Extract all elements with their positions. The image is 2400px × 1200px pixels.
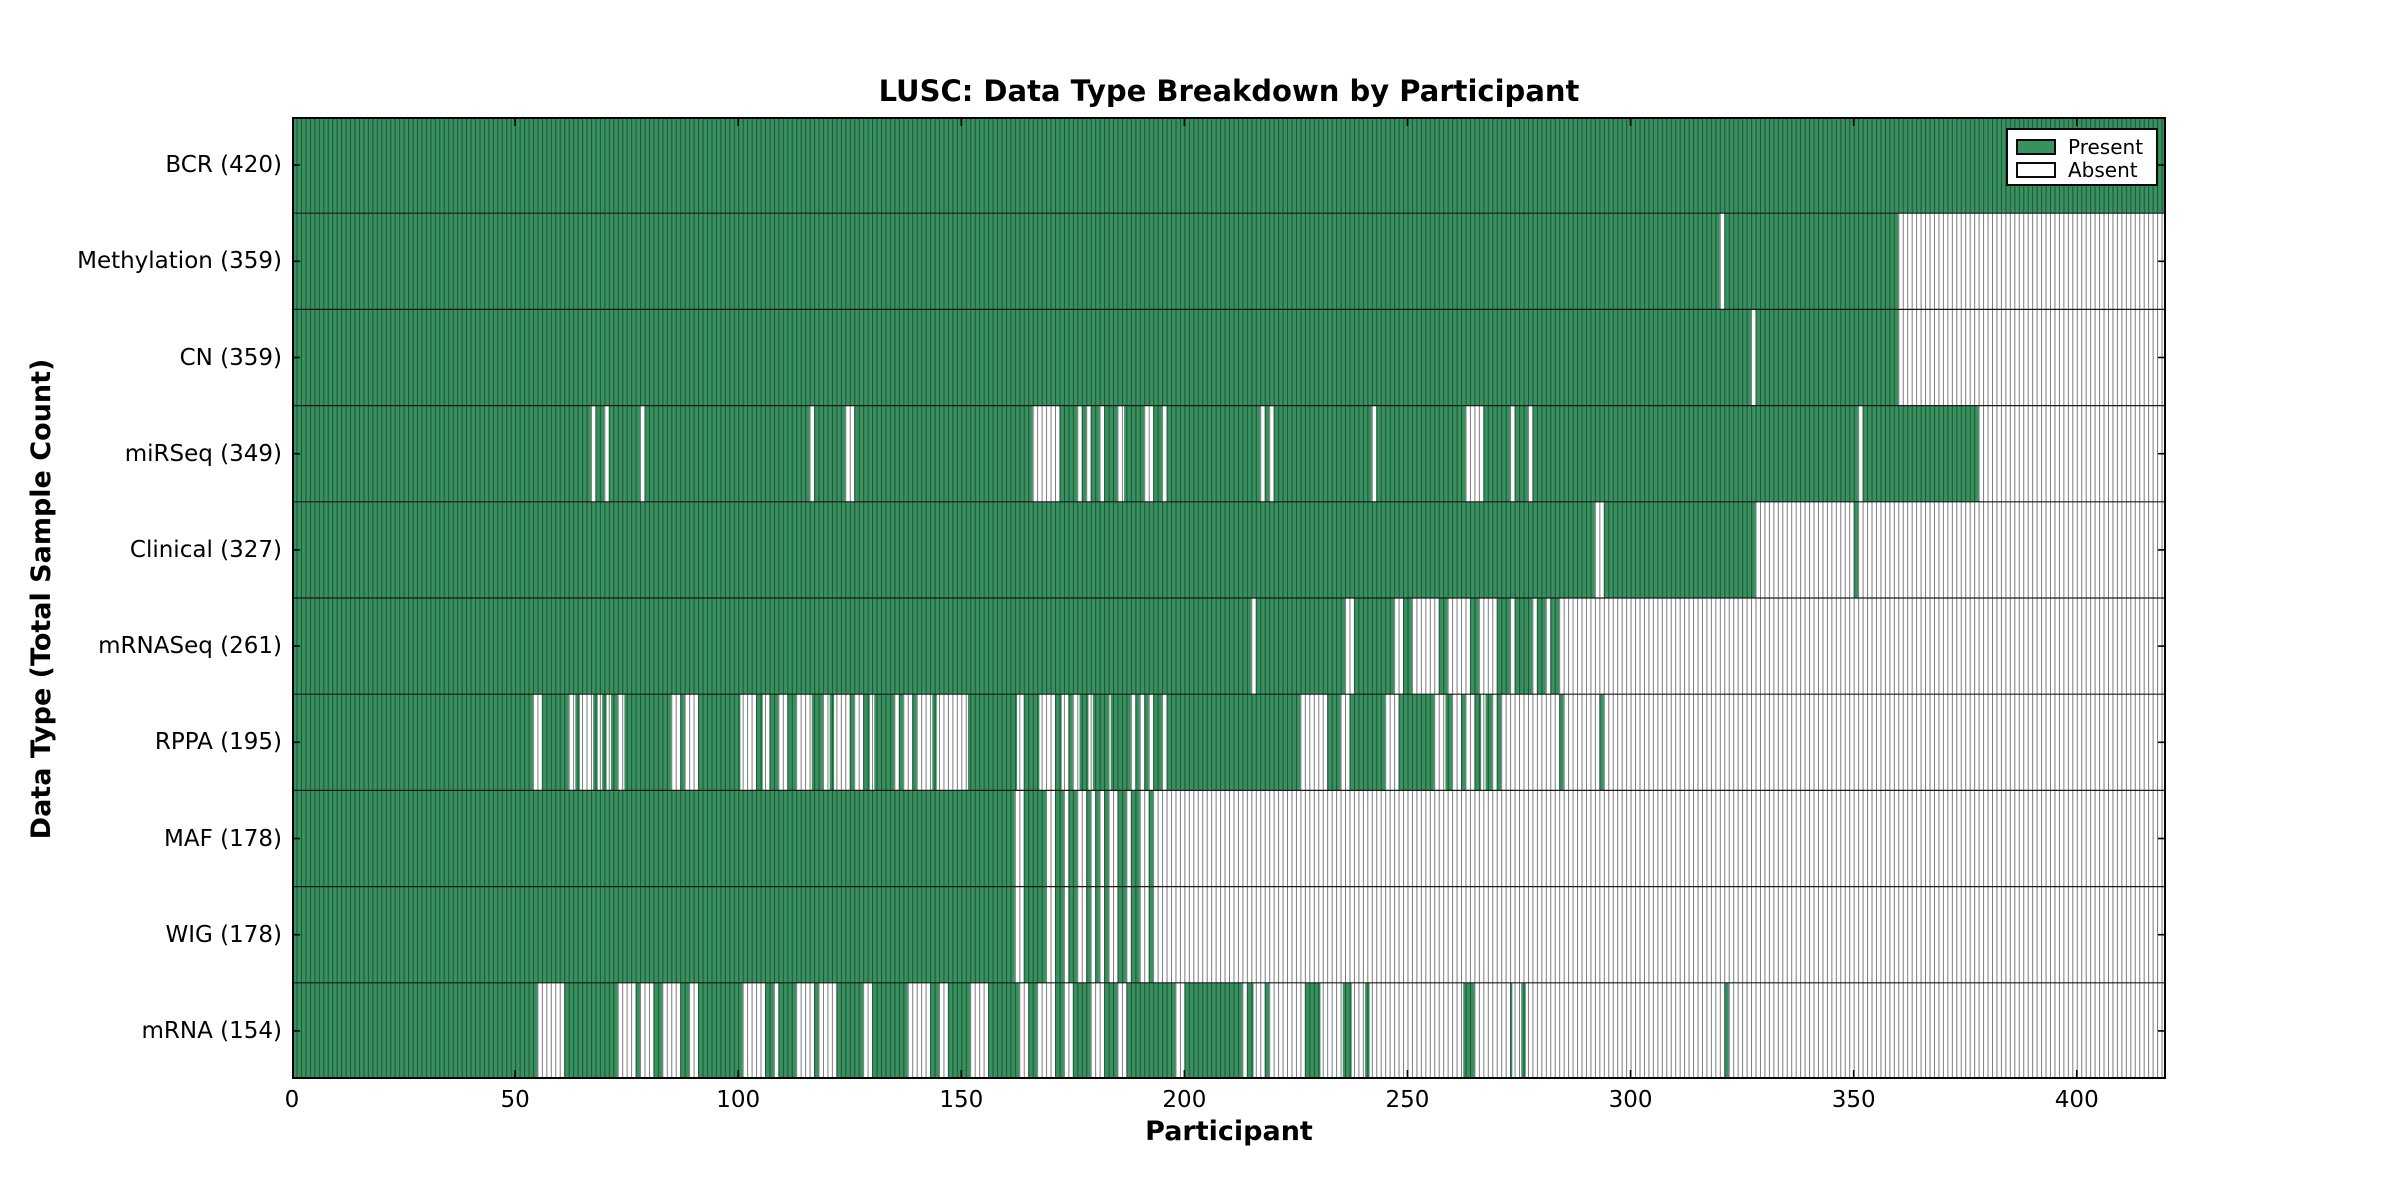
present-swatch-icon [2016,138,2056,155]
legend-entry-absent: Absent [2016,158,2148,181]
row-label-CN: CN (359) [179,344,282,371]
row-label-miRSeq: miRSeq (349) [124,440,282,467]
x-tick-label: 100 [716,1087,761,1113]
row-mRNA [292,982,2166,1079]
row-RPPA [292,694,2166,791]
x-tick-label: 0 [284,1087,300,1113]
legend: Present Absent [2006,128,2158,186]
row-label-mRNASeq: mRNASeq (261) [98,633,282,660]
row-WIG [292,886,2166,983]
legend-entry-present: Present [2016,135,2148,158]
row-CN [292,309,2166,406]
row-Clinical [292,501,2166,598]
row-label-WIG: WIG (178) [165,921,282,948]
y-axis-title: Data Type (Total Sample Count) [26,358,57,840]
legend-absent-label: Absent [2068,157,2138,182]
x-tick-label: 250 [1385,1087,1430,1113]
row-Methylation [292,213,2166,310]
row-miRSeq [292,405,2166,502]
row-label-RPPA: RPPA (195) [154,729,282,756]
row-mRNASeq [292,598,2166,695]
row-label-BCR: BCR (420) [165,152,282,179]
x-tick-label: 400 [2054,1087,2099,1113]
row-label-MAF: MAF (178) [164,825,282,852]
row-label-Methylation: Methylation (359) [77,248,282,275]
row-MAF [292,790,2166,887]
absent-swatch-icon [2016,161,2056,178]
legend-present-label: Present [2068,134,2144,159]
x-tick-label: 200 [1162,1087,1207,1113]
row-BCR [292,117,2166,214]
chart-title: LUSC: Data Type Breakdown by Participant [878,74,1580,108]
x-tick-label: 150 [939,1087,984,1113]
plot-area [292,117,2166,1079]
row-label-Clinical: Clinical (327) [129,536,282,563]
x-axis-title: Participant [1145,1116,1313,1147]
x-tick-label: 300 [1608,1087,1653,1113]
x-tick-label: 50 [500,1087,530,1113]
row-label-mRNA: mRNA (154) [141,1017,282,1044]
x-tick-label: 350 [1831,1087,1876,1113]
